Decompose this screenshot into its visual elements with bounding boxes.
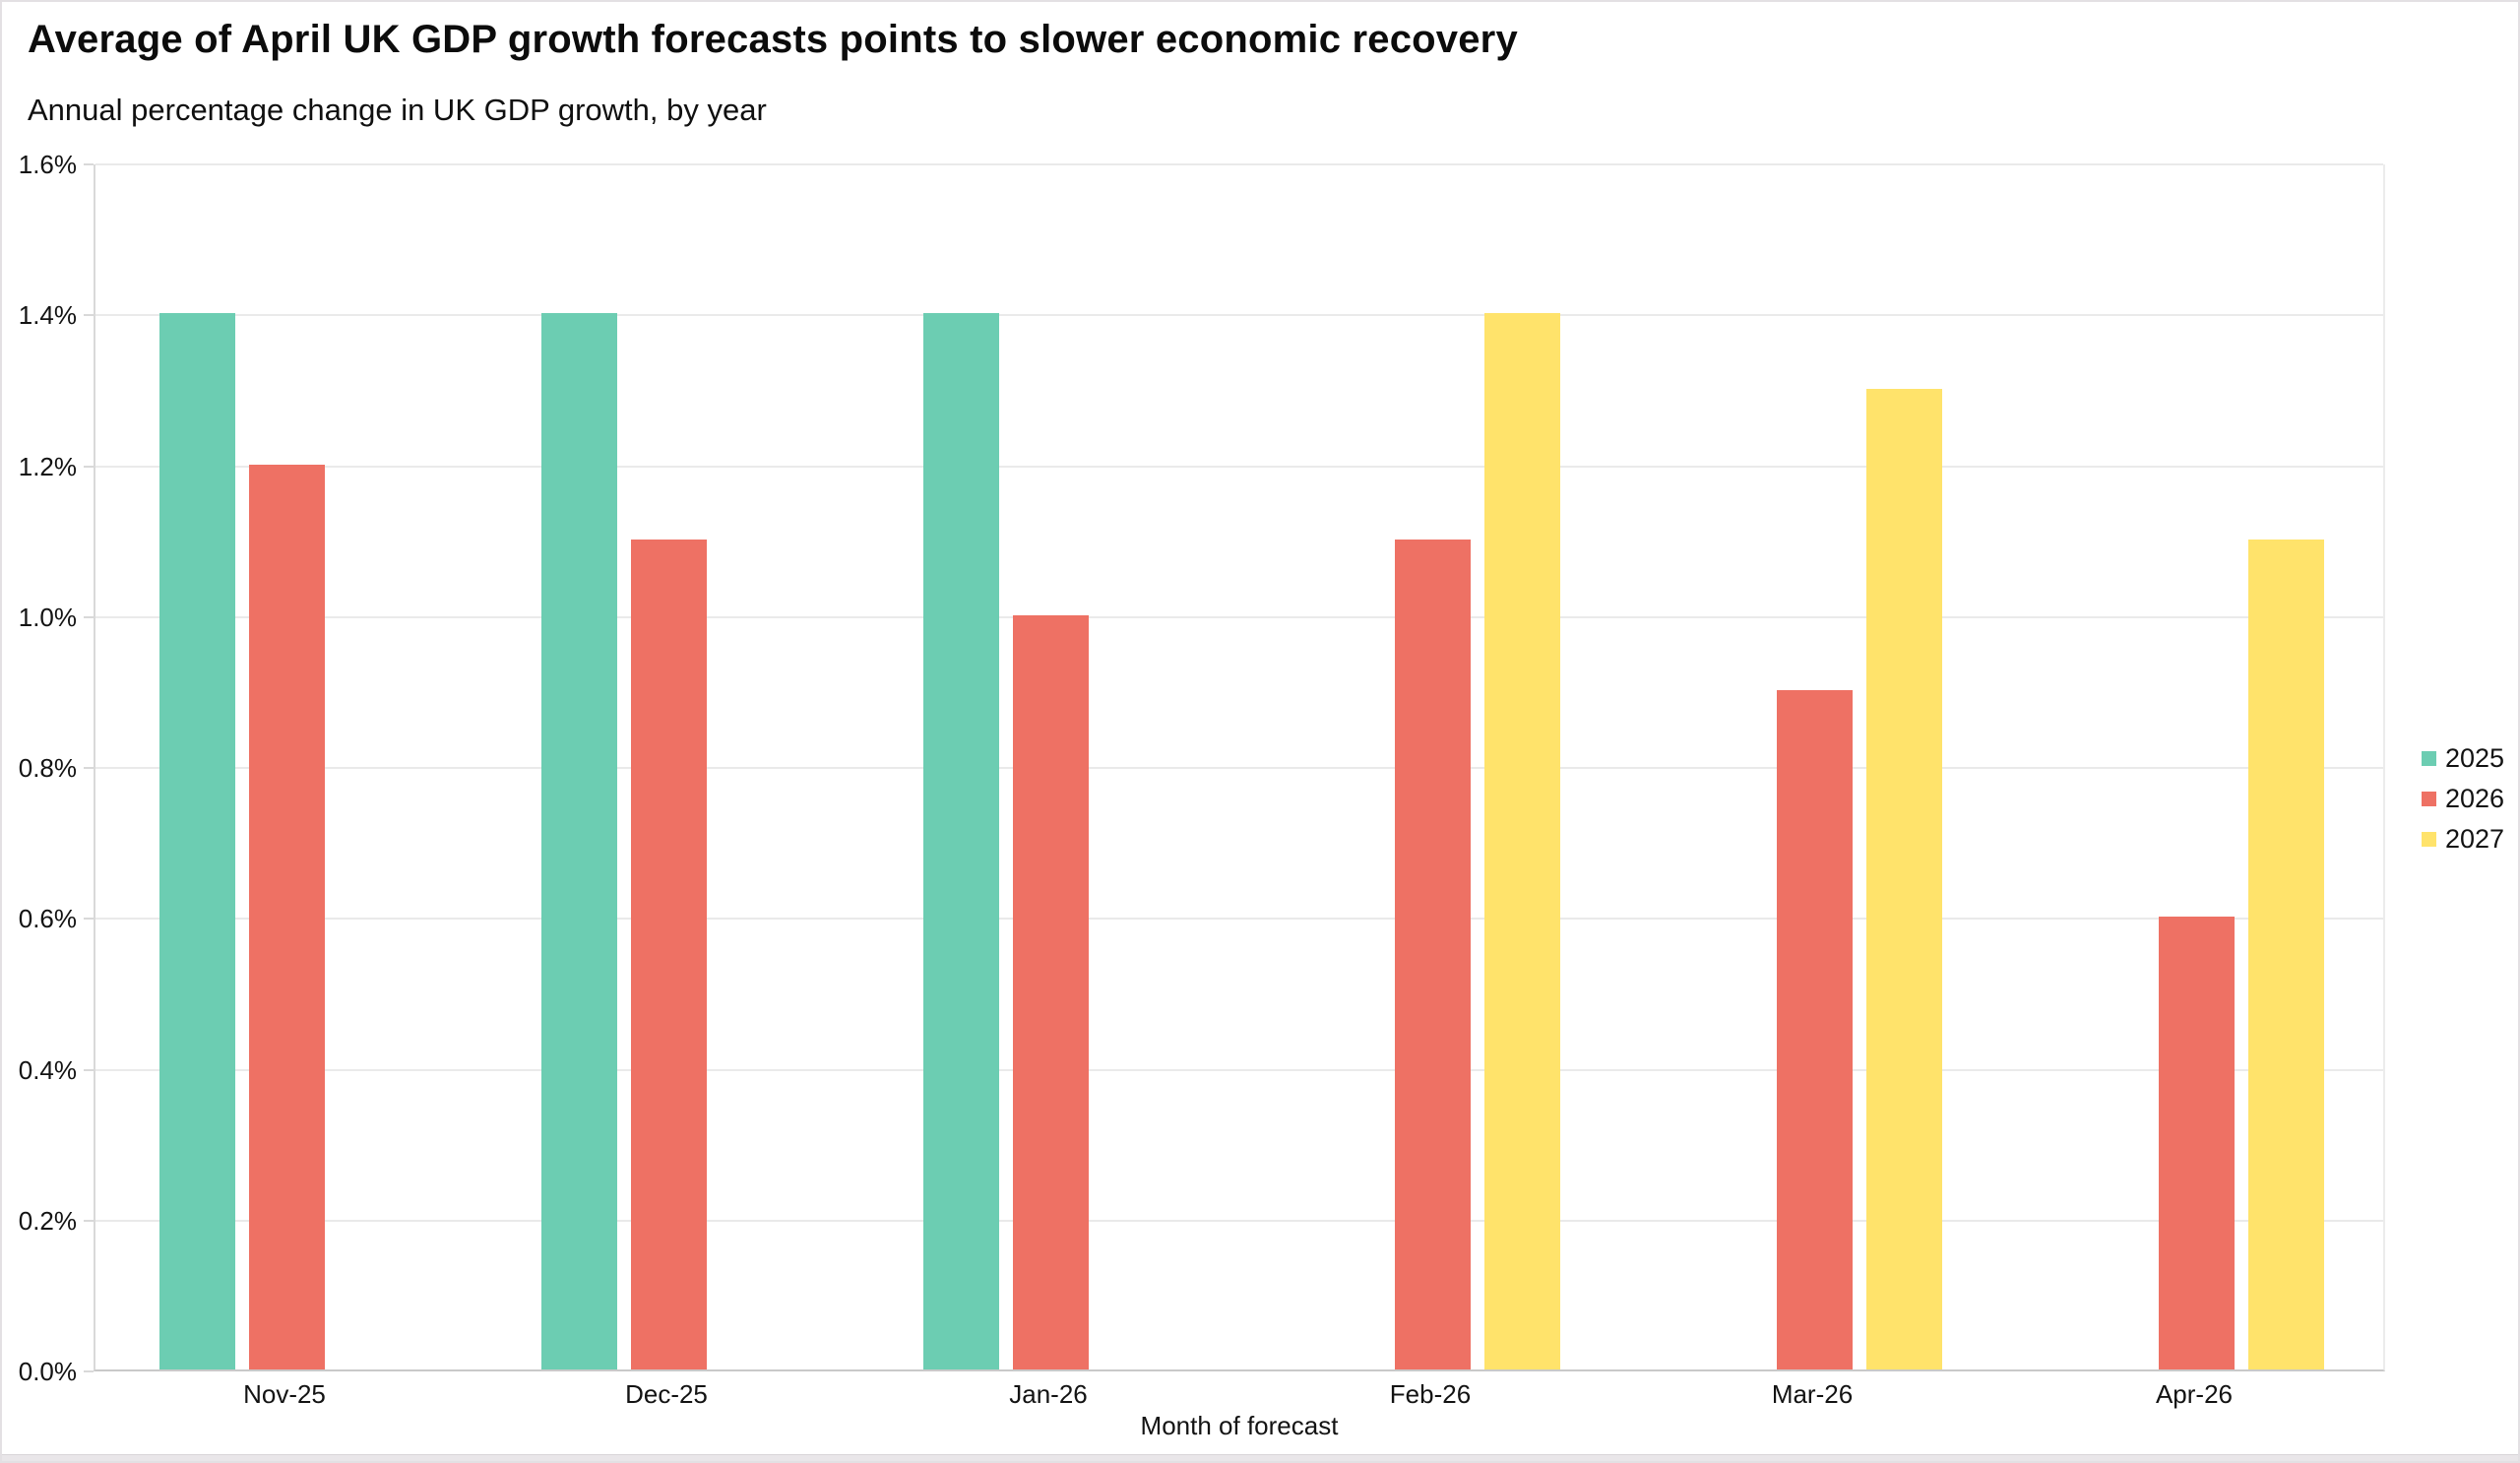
y-axis-tick-mark xyxy=(84,1219,94,1222)
y-axis-tick-label: 1.0% xyxy=(18,602,77,632)
x-axis-tick-label: Feb-26 xyxy=(1389,1379,1472,1409)
gridline xyxy=(95,314,2383,317)
legend: 2025 2026 2027 xyxy=(2422,738,2504,859)
gridline xyxy=(95,767,2383,769)
y-axis-tick-mark xyxy=(84,314,94,317)
bar-2025-Jan-26 xyxy=(922,313,999,1369)
x-axis-tick-label: Dec-25 xyxy=(625,1379,708,1409)
legend-label: 2026 xyxy=(2445,784,2505,813)
gridline xyxy=(95,1219,2383,1222)
plot-area xyxy=(94,163,2385,1371)
y-axis-tick-label: 0.4% xyxy=(18,1054,77,1085)
bar-2026-Mar-26 xyxy=(1776,690,1853,1369)
bar-2025-Dec-25 xyxy=(540,313,617,1369)
y-axis-tick-label: 1.2% xyxy=(18,451,77,481)
gridline xyxy=(95,918,2383,921)
x-axis-tick-label: Nov-25 xyxy=(243,1379,326,1409)
y-axis-tick-mark xyxy=(84,1370,94,1372)
legend-swatch xyxy=(2422,832,2436,847)
y-axis-tick-mark xyxy=(84,767,94,769)
y-axis-tick-mark xyxy=(84,615,94,618)
chart-title: Average of April UK GDP growth forecasts… xyxy=(28,18,1518,61)
gridline xyxy=(95,615,2383,618)
legend-item-2026: 2026 xyxy=(2422,779,2504,819)
legend-label: 2027 xyxy=(2445,824,2505,854)
legend-swatch xyxy=(2422,751,2436,766)
x-axis-tick-label: Apr-26 xyxy=(2155,1379,2234,1409)
x-axis-tick-label: Mar-26 xyxy=(1771,1379,1854,1409)
bar-2027-Apr-26 xyxy=(2247,540,2324,1369)
y-axis-tick-label: 0.2% xyxy=(18,1205,77,1236)
chart-subtitle: Annual percentage change in UK GDP growt… xyxy=(28,93,767,127)
y-axis-tick-mark xyxy=(84,918,94,921)
bar-2026-Dec-25 xyxy=(630,540,707,1369)
y-axis-tick-label: 0.0% xyxy=(18,1357,77,1386)
x-axis-title: Month of forecast xyxy=(1140,1411,1339,1440)
bar-2027-Mar-26 xyxy=(1865,388,1942,1369)
y-axis-tick-label: 0.6% xyxy=(18,904,77,934)
y-axis-tick-label: 1.4% xyxy=(18,300,77,331)
legend-label: 2025 xyxy=(2445,743,2505,773)
legend-item-2025: 2025 xyxy=(2422,738,2504,779)
y-axis-tick-mark xyxy=(84,163,94,165)
legend-item-2027: 2027 xyxy=(2422,819,2504,859)
bottom-edge-strip xyxy=(2,1454,2518,1461)
y-axis-tick-label: 0.8% xyxy=(18,753,77,783)
bar-2026-Nov-25 xyxy=(248,464,325,1369)
x-axis-tick-label: Jan-26 xyxy=(1009,1379,1088,1409)
gridline xyxy=(95,1068,2383,1071)
y-axis-tick-mark xyxy=(84,465,94,468)
y-axis-tick-mark xyxy=(84,1068,94,1071)
bar-2026-Feb-26 xyxy=(1394,540,1471,1369)
gridline xyxy=(95,163,2383,165)
legend-swatch xyxy=(2422,792,2436,806)
bar-2025-Nov-25 xyxy=(158,313,235,1369)
y-axis-tick-label: 1.6% xyxy=(18,150,77,179)
gridline xyxy=(95,465,2383,468)
bar-2026-Jan-26 xyxy=(1012,614,1089,1369)
bar-2026-Apr-26 xyxy=(2158,917,2235,1369)
bar-2027-Feb-26 xyxy=(1483,313,1560,1369)
